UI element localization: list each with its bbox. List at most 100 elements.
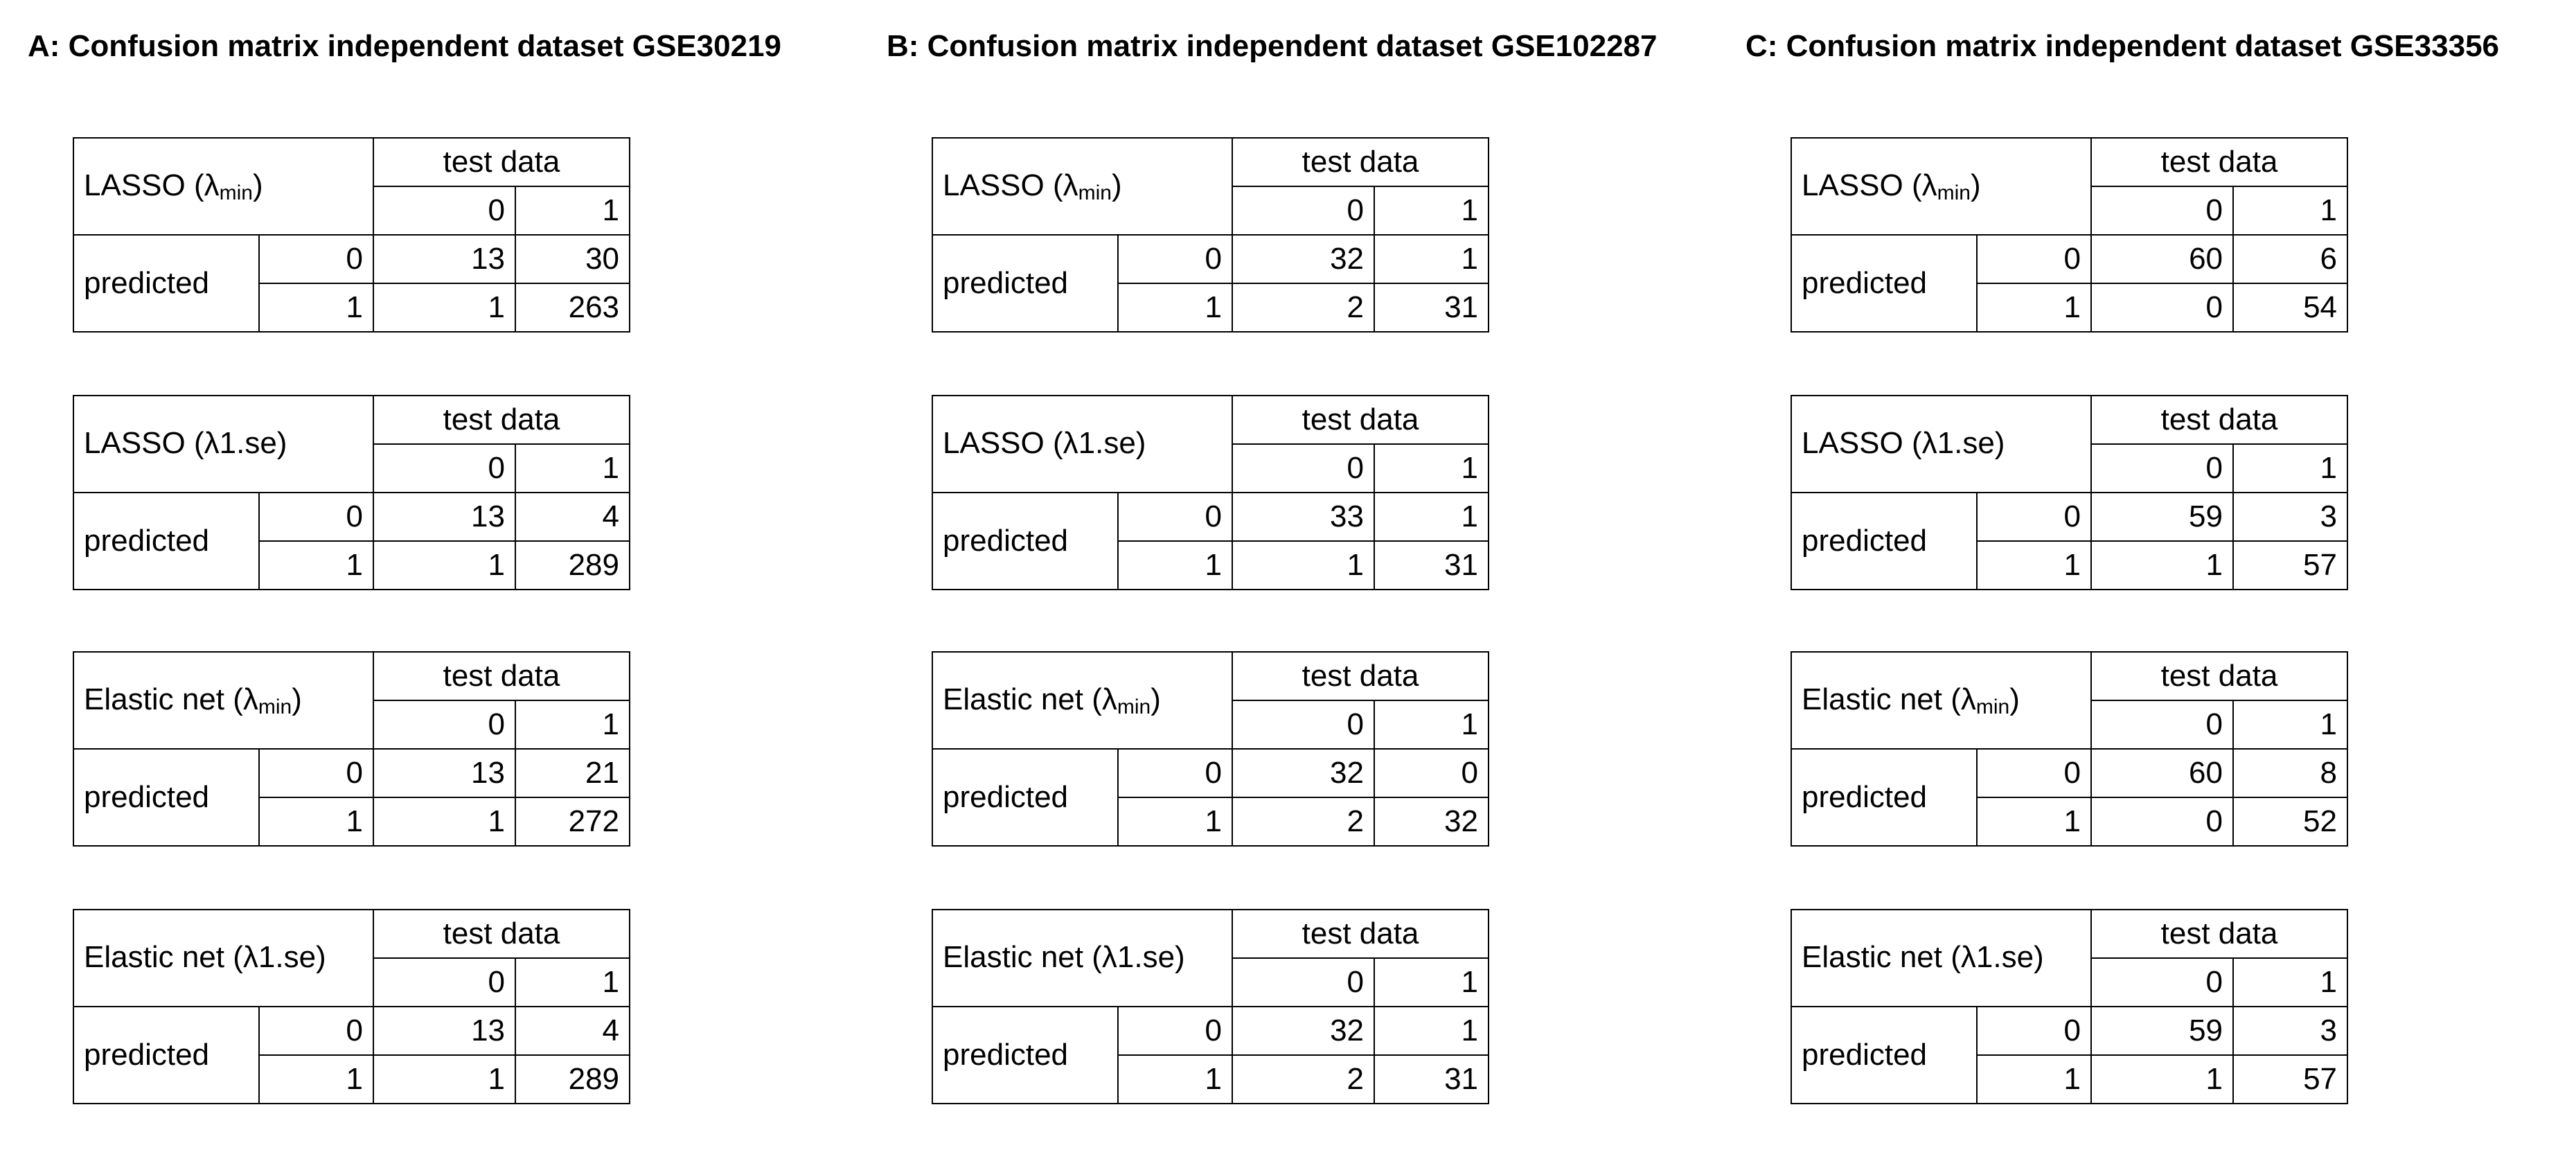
confusion-matrix: Elastic net (λmin) test data 0 1 predicted 0 1… bbox=[73, 651, 630, 847]
col-class-0: 0 bbox=[1232, 700, 1375, 750]
row-class-1: 1 bbox=[258, 540, 374, 590]
model-label: LASSO (λ1.se) bbox=[73, 395, 374, 493]
row-class-0: 0 bbox=[1975, 234, 2093, 284]
test-data-header: test data bbox=[2090, 651, 2348, 701]
cell-pred0-test0: 13 bbox=[373, 1006, 517, 1056]
row-class-1: 1 bbox=[1117, 1054, 1234, 1104]
test-data-header: test data bbox=[2090, 909, 2349, 959]
row-class-0: 0 bbox=[258, 1006, 375, 1056]
predicted-label: predicted bbox=[73, 1006, 260, 1104]
panel-title: C: Confusion matrix independent dataset … bbox=[1746, 29, 2500, 63]
model-label: LASSO (λmin) bbox=[72, 137, 375, 236]
confusion-matrix: Elastic net (λ1.se) test data 0 1 predicted 0… bbox=[1790, 909, 2349, 1104]
lambda-prefix: (λ1.se) bbox=[1951, 939, 2044, 974]
lambda-prefix: (λ bbox=[1052, 168, 1078, 202]
cell-pred1-test0: 0 bbox=[2090, 283, 2235, 333]
model-name: LASSO bbox=[1802, 168, 1903, 202]
col-class-1: 1 bbox=[1374, 957, 1490, 1007]
predicted-label: predicted bbox=[932, 492, 1119, 590]
cell-pred0-test1: 21 bbox=[515, 748, 630, 798]
predicted-label: predicted bbox=[1791, 234, 1978, 333]
col-class-0: 0 bbox=[2090, 957, 2235, 1007]
cell-pred1-test0: 1 bbox=[2090, 1054, 2235, 1104]
test-data-header: test data bbox=[1232, 137, 1490, 187]
predicted-label: predicted bbox=[932, 1006, 1119, 1104]
cell-pred1-test1: 263 bbox=[515, 283, 631, 333]
confusion-matrix: Elastic net (λ1.se) test data 0 1 predicted 0… bbox=[72, 909, 631, 1104]
model-name: Elastic net bbox=[943, 939, 1083, 974]
model-name: LASSO bbox=[84, 425, 186, 460]
cell-pred0-test1: 1 bbox=[1374, 1006, 1490, 1056]
lambda-suffix: ) bbox=[292, 682, 302, 716]
model-label: Elastic net (λ1.se) bbox=[931, 909, 1234, 1007]
confusion-matrix: Elastic net (λ1.se) test data 0 1 predicted 0… bbox=[931, 909, 1490, 1104]
cell-pred1-test0: 0 bbox=[2090, 797, 2234, 847]
confusion-matrix: LASSO (λ1.se) test data 0 1 predicted 0 13 4 1 1 2… bbox=[73, 395, 630, 590]
col-class-0: 0 bbox=[373, 957, 517, 1007]
col-class-1: 1 bbox=[2232, 700, 2348, 750]
model-label: Elastic net (λ1.se) bbox=[72, 909, 375, 1007]
confusion-matrix: Elastic net (λmin) test data 0 1 predicted 0 3… bbox=[932, 651, 1489, 847]
lambda-prefix: (λ bbox=[1092, 682, 1117, 716]
col-class-1: 1 bbox=[515, 700, 630, 750]
panel-title: A: Confusion matrix independent dataset … bbox=[28, 29, 782, 63]
lambda-suffix: ) bbox=[2009, 682, 2020, 716]
test-data-header: test data bbox=[2090, 395, 2348, 445]
cell-pred1-test1: 31 bbox=[1374, 283, 1490, 333]
col-class-1: 1 bbox=[515, 443, 630, 493]
cell-pred1-test0: 2 bbox=[1232, 283, 1376, 333]
confusion-matrix: LASSO (λ1.se) test data 0 1 predicted 0 33 1 1 1 3… bbox=[932, 395, 1489, 590]
test-data-header: test data bbox=[373, 395, 630, 445]
cell-pred1-test0: 2 bbox=[1232, 797, 1375, 847]
test-data-header: test data bbox=[373, 909, 631, 959]
cell-pred0-test0: 59 bbox=[2090, 1006, 2235, 1056]
model-label: LASSO (λmin) bbox=[931, 137, 1234, 236]
lambda-subscript: min bbox=[1937, 181, 1971, 204]
cell-pred1-test0: 1 bbox=[373, 797, 516, 847]
lambda-prefix: (λ1.se) bbox=[233, 939, 326, 974]
predicted-label: predicted bbox=[1791, 1006, 1978, 1104]
cell-pred1-test1: 289 bbox=[515, 540, 630, 590]
cell-pred0-test1: 3 bbox=[2232, 1006, 2349, 1056]
predicted-label: predicted bbox=[73, 234, 260, 333]
predicted-label: predicted bbox=[1791, 492, 1978, 590]
lambda-prefix: (λ1.se) bbox=[1911, 425, 2005, 460]
col-class-1: 1 bbox=[2232, 443, 2348, 493]
cell-pred0-test0: 60 bbox=[2090, 234, 2235, 284]
panel-title: B: Confusion matrix independent dataset … bbox=[887, 29, 1658, 63]
lambda-prefix: (λ bbox=[1911, 168, 1937, 202]
cell-pred0-test0: 13 bbox=[373, 492, 516, 542]
cell-pred1-test0: 1 bbox=[373, 540, 516, 590]
cell-pred1-test1: 31 bbox=[1374, 1054, 1490, 1104]
cell-pred0-test1: 0 bbox=[1374, 748, 1489, 798]
model-name: Elastic net bbox=[1802, 682, 1942, 716]
lambda-prefix: (λ1.se) bbox=[1052, 425, 1146, 460]
lambda-subscript: min bbox=[1117, 695, 1151, 718]
lambda-subscript: min bbox=[258, 695, 292, 718]
cell-pred0-test1: 30 bbox=[515, 234, 631, 284]
row-class-1: 1 bbox=[1975, 283, 2093, 333]
col-class-0: 0 bbox=[2090, 443, 2234, 493]
predicted-label: predicted bbox=[73, 748, 260, 847]
lambda-prefix: (λ bbox=[233, 682, 258, 716]
model-label: LASSO (λ1.se) bbox=[1791, 395, 2092, 493]
predicted-label: predicted bbox=[1791, 748, 1978, 847]
row-class-0: 0 bbox=[1117, 234, 1234, 284]
lambda-prefix: (λ1.se) bbox=[1092, 939, 1185, 974]
lambda-suffix: ) bbox=[1970, 168, 1981, 202]
row-class-0: 0 bbox=[1117, 1006, 1234, 1056]
model-name: LASSO bbox=[943, 168, 1045, 202]
cell-pred1-test1: 32 bbox=[1374, 797, 1489, 847]
lambda-subscript: min bbox=[219, 181, 253, 204]
predicted-label: predicted bbox=[932, 234, 1119, 333]
cell-pred0-test0: 13 bbox=[373, 234, 517, 284]
col-class-0: 0 bbox=[373, 700, 516, 750]
col-class-0: 0 bbox=[2090, 186, 2235, 236]
model-label: Elastic net (λmin) bbox=[1791, 651, 2092, 750]
cell-pred1-test1: 272 bbox=[515, 797, 630, 847]
col-class-1: 1 bbox=[2232, 186, 2349, 236]
lambda-prefix: (λ bbox=[193, 168, 220, 202]
row-class-0: 0 bbox=[1975, 1006, 2093, 1056]
model-label: Elastic net (λmin) bbox=[932, 651, 1233, 750]
row-class-1: 1 bbox=[1976, 540, 2092, 590]
